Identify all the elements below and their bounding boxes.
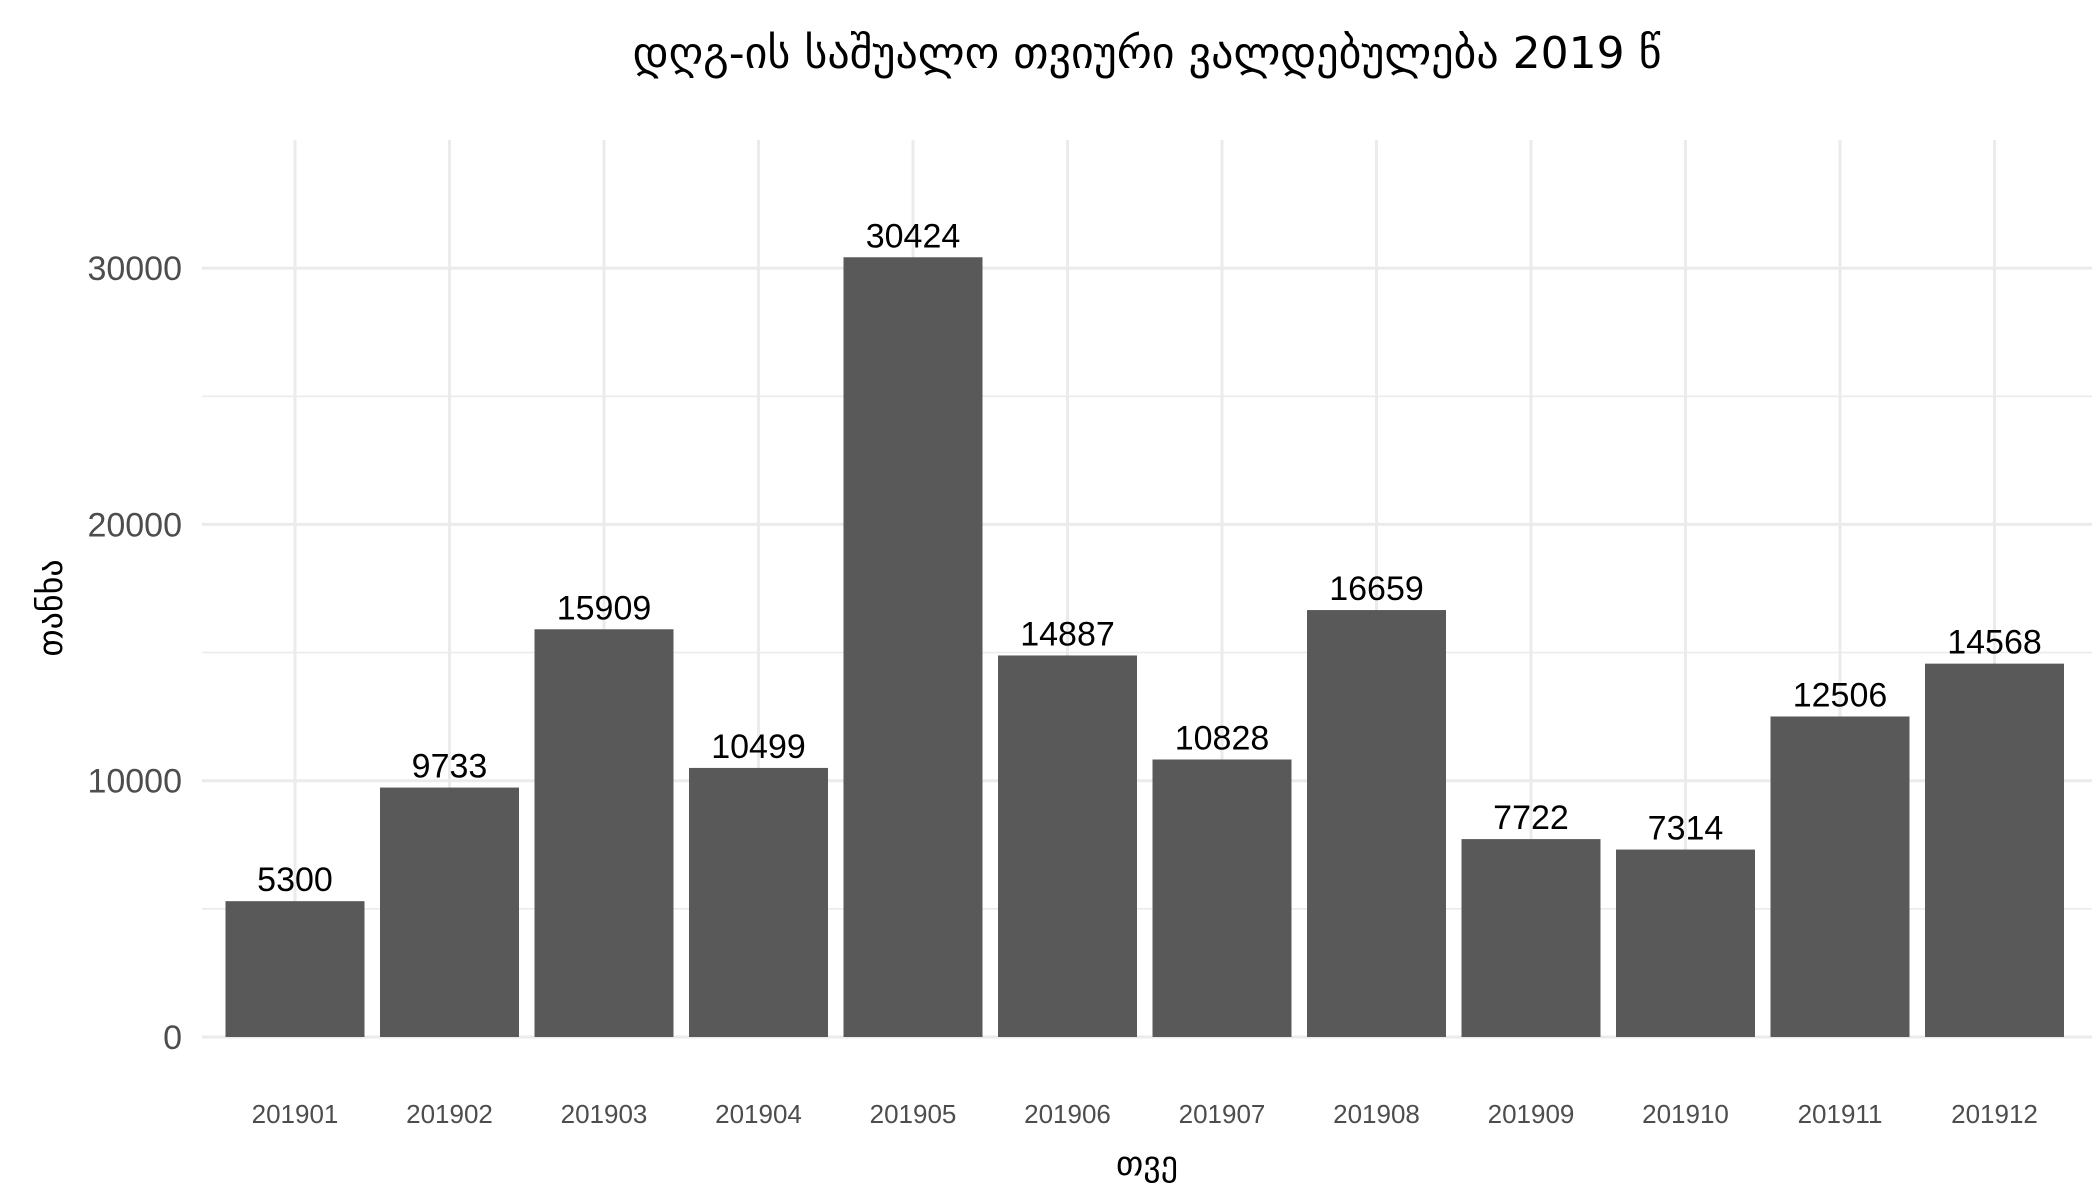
bar-value-label: 16659 [1329,570,1424,608]
x-tick-label: 201904 [715,1099,802,1129]
y-tick-label: 30000 [87,250,182,288]
bar-value-label: 14568 [1947,624,2042,662]
x-tick-label: 201907 [1179,1099,1266,1129]
bar-value-labels: 5300 9733 15909 10499 30424 14887 10828 16659 77… [257,217,2042,899]
x-tick-label: 201912 [1951,1099,2038,1129]
bar-value-label: 10828 [1175,719,1270,757]
chart-title: დღგ-ის საშუალო თვიური ვალდებულება 2019 წ [633,28,1662,79]
bar [1770,716,1910,1037]
y-axis-ticks: 0 10000 20000 30000 [87,250,182,1057]
x-tick-label: 201902 [406,1099,493,1129]
bar [1925,663,2064,1037]
bar [689,767,828,1037]
bar [1307,610,1446,1037]
bar [1152,759,1292,1037]
bar-value-label: 12506 [1793,676,1888,714]
x-tick-label: 201903 [561,1099,648,1129]
bar-value-label: 5300 [257,861,333,899]
x-tick-label: 201908 [1333,1099,1420,1129]
x-tick-label: 201910 [1642,1099,1729,1129]
bar-value-label: 7314 [1648,810,1724,848]
bar-value-label: 9733 [412,748,488,786]
bar [225,901,365,1037]
y-tick-label: 10000 [87,763,182,801]
bar-value-label: 30424 [866,217,961,255]
x-axis-ticks: 201901 201902 201903 201904 201905 201906 2019… [252,1099,2038,1129]
bar-value-label: 10499 [711,728,806,766]
x-axis-label: თვე [1116,1144,1178,1184]
x-tick-label: 201906 [1024,1099,1111,1129]
x-tick-label: 201909 [1488,1099,1575,1129]
x-tick-label: 201901 [252,1099,339,1129]
bar [843,257,983,1037]
bar-value-label: 14887 [1020,615,1115,653]
bars-layer [225,257,2064,1037]
bar [380,787,519,1037]
bar-value-label: 7722 [1493,799,1569,837]
y-tick-label: 0 [163,1019,182,1057]
x-tick-label: 201905 [870,1099,957,1129]
bar [534,629,674,1037]
bar [1616,849,1755,1037]
bar [1461,839,1601,1037]
y-tick-label: 20000 [87,506,182,544]
x-tick-label: 201911 [1798,1099,1883,1129]
y-axis-label: თანხა [31,559,71,656]
bar [998,655,1137,1037]
bar-value-label: 15909 [557,589,652,627]
